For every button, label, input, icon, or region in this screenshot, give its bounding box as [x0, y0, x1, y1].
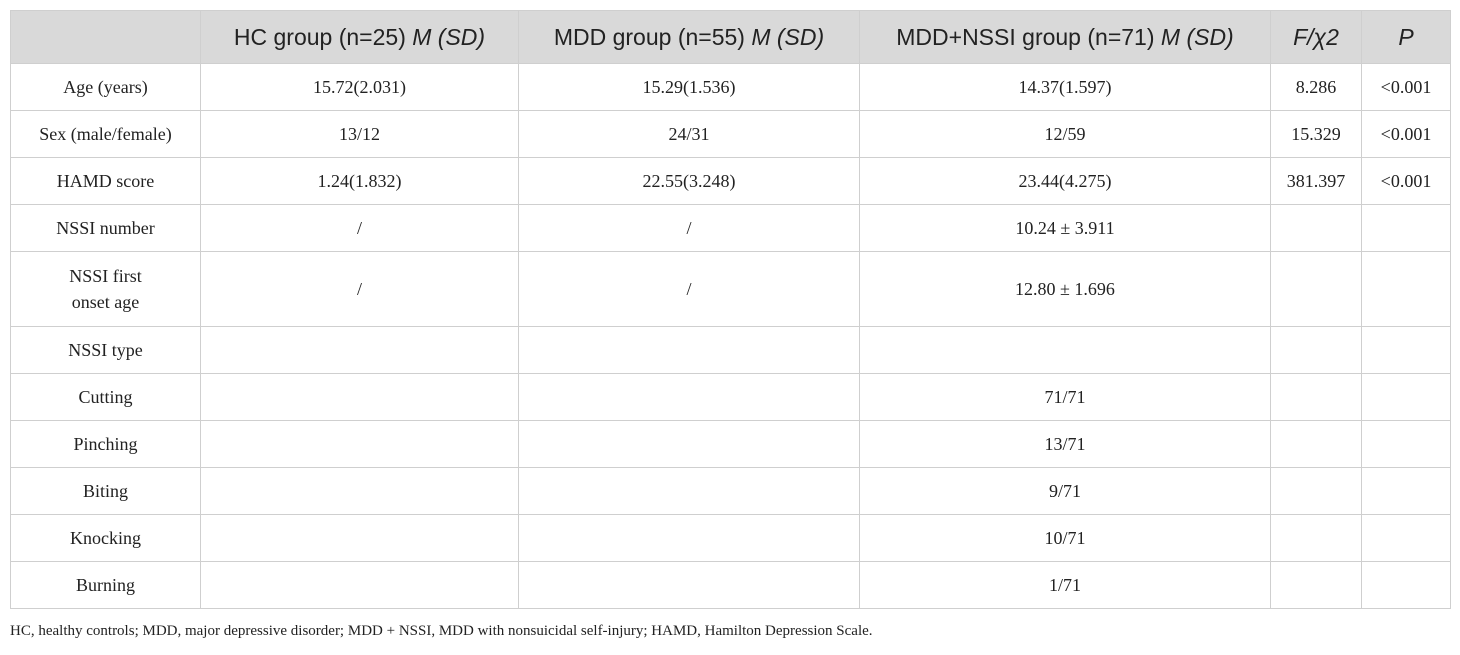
cell-p: <0.001 — [1361, 63, 1451, 111]
row-label: HAMD score — [10, 157, 201, 205]
cell-mdd-nssi: 1/71 — [859, 561, 1271, 609]
header-f-chi2: F/χ2 — [1270, 10, 1362, 64]
cell-f — [1270, 204, 1362, 252]
cell-f — [1270, 251, 1362, 327]
cell-hc — [200, 326, 519, 374]
cell-hc: / — [200, 251, 519, 327]
table-row: Biting 9/71 — [10, 467, 1451, 515]
cell-p: <0.001 — [1361, 157, 1451, 205]
cell-hc — [200, 373, 519, 421]
cell-f: 381.397 — [1270, 157, 1362, 205]
cell-mdd: 22.55(3.248) — [518, 157, 860, 205]
row-label: Age (years) — [10, 63, 201, 111]
cell-f: 8.286 — [1270, 63, 1362, 111]
table-row: NSSI number / / 10.24 ± 3.911 — [10, 204, 1451, 252]
cell-mdd-nssi: 12/59 — [859, 110, 1271, 158]
cell-hc — [200, 561, 519, 609]
row-label: Pinching — [10, 420, 201, 468]
demographics-table: HC group (n=25) M (SD) MDD group (n=55) … — [10, 10, 1451, 609]
cell-mdd: 15.29(1.536) — [518, 63, 860, 111]
row-label: NSSI number — [10, 204, 201, 252]
cell-mdd-nssi: 9/71 — [859, 467, 1271, 515]
row-label: NSSI type — [10, 326, 201, 374]
cell-mdd — [518, 326, 860, 374]
cell-mdd-nssi: 23.44(4.275) — [859, 157, 1271, 205]
cell-mdd-nssi: 13/71 — [859, 420, 1271, 468]
cell-mdd-nssi: 12.80 ± 1.696 — [859, 251, 1271, 327]
cell-f — [1270, 561, 1362, 609]
row-label-line2: onset age — [71, 292, 140, 312]
cell-f — [1270, 514, 1362, 562]
cell-mdd — [518, 467, 860, 515]
cell-f — [1270, 467, 1362, 515]
cell-mdd — [518, 373, 860, 421]
cell-hc — [200, 467, 519, 515]
cell-f — [1270, 420, 1362, 468]
row-label: Knocking — [10, 514, 201, 562]
table-footnote: HC, healthy controls; MDD, major depress… — [10, 623, 873, 639]
cell-hc — [200, 420, 519, 468]
cell-mdd-nssi: 71/71 — [859, 373, 1271, 421]
table-row: Sex (male/female) 13/12 24/31 12/59 15.3… — [10, 110, 1451, 158]
table-row: Burning 1/71 — [10, 561, 1451, 609]
cell-mdd-nssi: 10/71 — [859, 514, 1271, 562]
header-mdd-group: MDD group (n=55) M (SD) — [518, 10, 860, 64]
cell-p — [1361, 467, 1451, 515]
table-row: Cutting 71/71 — [10, 373, 1451, 421]
cell-hc: 1.24(1.832) — [200, 157, 519, 205]
cell-mdd-nssi: 10.24 ± 3.911 — [859, 204, 1271, 252]
cell-mdd: / — [518, 251, 860, 327]
cell-f: 15.329 — [1270, 110, 1362, 158]
cell-p: <0.001 — [1361, 110, 1451, 158]
cell-p — [1361, 251, 1451, 327]
cell-f — [1270, 373, 1362, 421]
row-label-line1: NSSI first — [69, 266, 142, 286]
cell-hc: 13/12 — [200, 110, 519, 158]
table-row: NSSI type — [10, 326, 1451, 374]
table-row: Knocking 10/71 — [10, 514, 1451, 562]
row-label: Cutting — [10, 373, 201, 421]
cell-p — [1361, 373, 1451, 421]
table-row: Age (years) 15.72(2.031) 15.29(1.536) 14… — [10, 63, 1451, 111]
cell-mdd — [518, 514, 860, 562]
row-label: NSSI first onset age — [10, 251, 201, 327]
cell-mdd — [518, 420, 860, 468]
cell-p — [1361, 326, 1451, 374]
cell-hc: 15.72(2.031) — [200, 63, 519, 111]
cell-mdd: 24/31 — [518, 110, 860, 158]
header-blank — [10, 10, 201, 64]
cell-f — [1270, 326, 1362, 374]
table-row: Pinching 13/71 — [10, 420, 1451, 468]
header-hc-group: HC group (n=25) M (SD) — [200, 10, 519, 64]
table-header-row: HC group (n=25) M (SD) MDD group (n=55) … — [10, 10, 1451, 64]
header-p: P — [1361, 10, 1451, 64]
cell-mdd — [518, 561, 860, 609]
cell-hc: / — [200, 204, 519, 252]
table-row: NSSI first onset age / / 12.80 ± 1.696 — [10, 251, 1451, 327]
table-row: HAMD score 1.24(1.832) 22.55(3.248) 23.4… — [10, 157, 1451, 205]
cell-mdd-nssi: 14.37(1.597) — [859, 63, 1271, 111]
cell-p — [1361, 420, 1451, 468]
cell-p — [1361, 561, 1451, 609]
table-container: HC group (n=25) M (SD) MDD group (n=55) … — [10, 10, 1451, 609]
cell-hc — [200, 514, 519, 562]
cell-mdd-nssi — [859, 326, 1271, 374]
row-label: Sex (male/female) — [10, 110, 201, 158]
cell-p — [1361, 204, 1451, 252]
row-label: Biting — [10, 467, 201, 515]
row-label: Burning — [10, 561, 201, 609]
cell-mdd: / — [518, 204, 860, 252]
header-mdd-nssi-group: MDD+NSSI group (n=71) M (SD) — [859, 10, 1271, 64]
cell-p — [1361, 514, 1451, 562]
